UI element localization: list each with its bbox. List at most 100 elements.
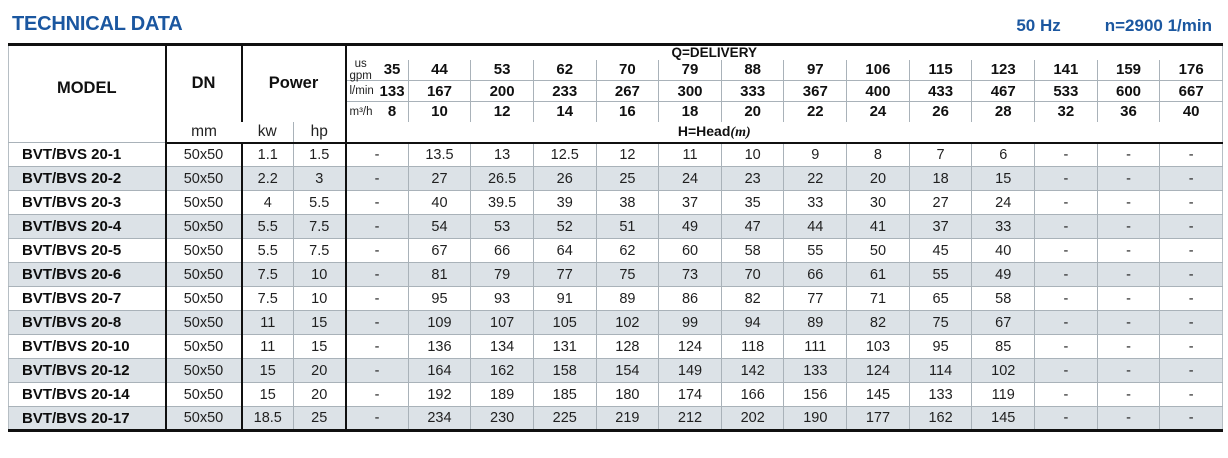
head-value-cell: 154: [595, 358, 659, 383]
l-min-value: 233: [532, 80, 597, 102]
head-value-cell: 66: [783, 262, 847, 287]
head-value-cell: -: [1159, 166, 1223, 191]
head-value-cell: 67: [971, 310, 1035, 335]
head-value-cell: 33: [971, 214, 1035, 239]
head-value-cell: 77: [532, 262, 597, 287]
l-min-value: 133: [379, 82, 405, 100]
head-value-cell: 142: [720, 358, 784, 383]
us-gpm-value: 115: [908, 59, 972, 81]
us-gpm-value: 97: [783, 59, 847, 81]
head-value-cell: 202: [720, 406, 784, 431]
l-min-value: 367: [783, 80, 847, 102]
power-kw-cell: 15: [241, 358, 294, 383]
h-head-label: H=Head(m): [345, 121, 1223, 144]
power-hp-cell: 10: [293, 286, 347, 311]
head-value-cell: 95: [908, 334, 972, 359]
model-cell: BVT/BVS 20-10: [8, 334, 167, 359]
head-value-cell: -: [1159, 382, 1223, 407]
head-value-cell: -: [1096, 334, 1160, 359]
m3h-value: 18: [658, 101, 722, 122]
table-row: BVT/BVS 20-5 50x50 5.5 7.5-67 66 64 62 60 58 55 50…: [8, 238, 1223, 263]
head-value-cell: 9: [783, 142, 847, 167]
head-value-cell: 77: [783, 286, 847, 311]
m3h-value: 40: [1159, 101, 1223, 122]
dn-cell: 50x50: [165, 214, 243, 239]
dn-unit-label: mm: [165, 121, 242, 144]
power-hp-cell: 25: [293, 406, 347, 431]
power-kw-cell: 11: [241, 310, 294, 335]
head-value-cell: -: [1159, 262, 1223, 287]
head-value-cell: 64: [532, 238, 597, 263]
model-cell: BVT/BVS 20-3: [8, 190, 167, 215]
table-row: BVT/BVS 20-6 50x50 7.5 10-81 79 77 75 73 70 66 61 5…: [8, 262, 1223, 287]
power-hp-cell: 15: [293, 334, 347, 359]
head-value-cell: 35: [720, 190, 784, 215]
head-value-cell: 111: [783, 334, 847, 359]
m3h-value: 36: [1096, 101, 1160, 122]
us-gpm-value: 53: [470, 59, 534, 81]
m3h-value: 24: [846, 101, 910, 122]
l-min-first-cell: l/min 133: [345, 80, 409, 102]
head-value-cell: 23: [720, 166, 784, 191]
model-cell: BVT/BVS 20-1: [8, 142, 167, 167]
us-gpm-value: 35: [383, 61, 401, 79]
l-min-value: 433: [908, 80, 972, 102]
head-value-cell: -: [345, 334, 409, 359]
l-min-unit-label: l/min: [349, 84, 374, 97]
l-min-value: 300: [658, 80, 722, 102]
us-gpm-value: 123: [971, 59, 1035, 81]
head-value-cell: 8: [846, 142, 910, 167]
head-value-cell: -: [1096, 190, 1160, 215]
head-value-cell: 164: [407, 358, 471, 383]
head-value-cell: 234: [407, 406, 471, 431]
power-hp-cell: 7.5: [293, 238, 347, 263]
us-gpm-value: 159: [1096, 59, 1160, 81]
us-gpm-value: 79: [658, 59, 722, 81]
head-value-cell: 51: [595, 214, 659, 239]
power-kw-cell: 2.2: [241, 166, 294, 191]
head-value-cell: -: [1096, 286, 1160, 311]
spec-labels: 50 Hz n=2900 1/min: [1016, 16, 1214, 36]
head-value-cell: 24: [971, 190, 1035, 215]
head-value-cell: 70: [720, 262, 784, 287]
head-value-cell: 105: [532, 310, 597, 335]
head-value-cell: 103: [846, 334, 910, 359]
dn-cell: 50x50: [165, 262, 243, 287]
head-value-cell: 12.5: [532, 142, 597, 167]
head-value-cell: 133: [783, 358, 847, 383]
power-column-header: Power: [241, 44, 347, 122]
head-value-cell: 75: [908, 310, 972, 335]
head-value-cell: 49: [658, 214, 722, 239]
head-value-cell: 73: [658, 262, 722, 287]
l-min-value: 667: [1159, 80, 1223, 102]
head-value-cell: -: [1159, 334, 1223, 359]
head-value-cell: 10: [720, 142, 784, 167]
head-value-cell: -: [1096, 142, 1160, 167]
head-value-cell: 71: [846, 286, 910, 311]
head-value-cell: 20: [846, 166, 910, 191]
head-value-cell: -: [1096, 358, 1160, 383]
head-value-cell: -: [1034, 310, 1098, 335]
table-row: BVT/BVS 20-12 50x50 15 20-164 162 158 154 149 14…: [8, 358, 1223, 383]
table-row: BVT/BVS 20-17 50x50 18.5 25-234 230 225 219 212…: [8, 406, 1223, 431]
head-value-cell: 82: [846, 310, 910, 335]
head-value-cell: 61: [846, 262, 910, 287]
head-value-cell: 180: [595, 382, 659, 407]
head-value-cell: 6: [971, 142, 1035, 167]
dn-cell: 50x50: [165, 166, 243, 191]
dn-cell: 50x50: [165, 238, 243, 263]
head-value-cell: 230: [470, 406, 534, 431]
us-gpm-value: 88: [720, 59, 784, 81]
head-value-cell: -: [1159, 310, 1223, 335]
head-value-cell: -: [1096, 166, 1160, 191]
table-row: BVT/BVS 20-7 50x50 7.5 10-95 93 91 89 86 82 77 71 6…: [8, 286, 1223, 311]
head-value-cell: 145: [846, 382, 910, 407]
head-value-cell: -: [345, 166, 409, 191]
l-min-value: 400: [846, 80, 910, 102]
head-value-cell: -: [345, 286, 409, 311]
head-value-cell: 99: [658, 310, 722, 335]
head-value-cell: 134: [470, 334, 534, 359]
head-value-cell: 30: [846, 190, 910, 215]
head-value-cell: 86: [658, 286, 722, 311]
l-min-value: 600: [1096, 80, 1160, 102]
